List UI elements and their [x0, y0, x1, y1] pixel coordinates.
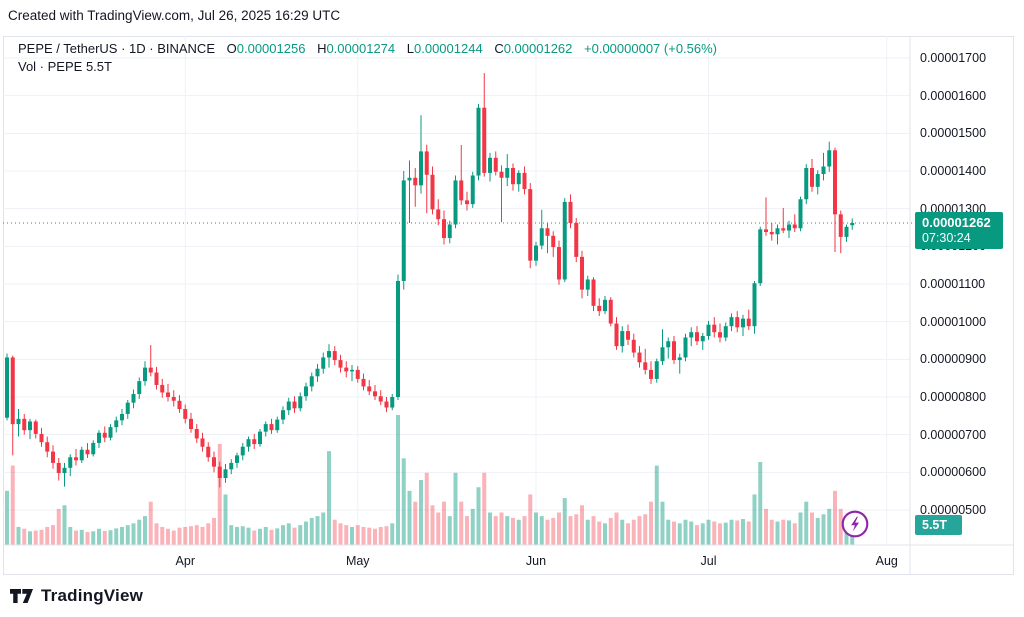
low-label: L [406, 41, 414, 56]
tradingview-logo-icon [10, 588, 33, 603]
legend-row-volume: Vol · PEPE 5.5T [18, 59, 112, 74]
high-value: 0.00001274 [326, 41, 396, 56]
lightning-button[interactable] [840, 509, 870, 539]
ohlc-high: H0.00001274 [317, 41, 395, 56]
ohlc-low: L0.00001244 [407, 41, 483, 56]
ohlc-close: C0.00001262 [494, 41, 572, 56]
current-price-value: 0.00001262 [922, 214, 991, 230]
close-value: 0.00001262 [503, 41, 573, 56]
current-volume-badge: 5.5T [915, 515, 962, 536]
volume-layer [5, 415, 855, 545]
volume-value: 5.5T [85, 59, 112, 74]
bar-countdown: 07:30:24 [922, 230, 971, 245]
legend-row-ohlc: PEPE / TetherUS · 1D · BINANCE O0.000012… [18, 41, 725, 56]
low-value: 0.00001244 [414, 41, 483, 56]
tradingview-brand-text: TradingView [41, 586, 144, 605]
high-label: H [317, 41, 327, 56]
grid-layer [3, 36, 910, 545]
volume-label: Vol · PEPE [18, 59, 83, 74]
chart-panel [3, 36, 1014, 575]
candles-layer [5, 73, 855, 488]
close-label: C [494, 41, 504, 56]
change-value: +0.00000007 (+0.56%) [584, 41, 718, 56]
series-layer [5, 73, 855, 545]
open-label: O [226, 41, 237, 56]
footer-logo[interactable]: TradingView [10, 586, 143, 606]
symbol-title: PEPE / TetherUS · 1D · BINANCE [18, 41, 215, 56]
open-value: 0.00001256 [236, 41, 306, 56]
current-price-badge: 0.00001262 07:30:24 [915, 211, 1003, 249]
created-with-watermark: Created with TradingView.com, Jul 26, 20… [8, 8, 341, 23]
ohlc-open: O0.00001256 [227, 41, 306, 56]
lightning-bolt-icon [851, 516, 859, 532]
